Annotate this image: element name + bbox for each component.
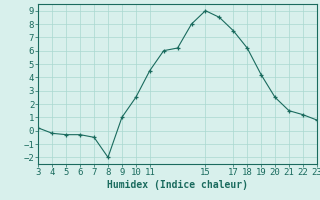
X-axis label: Humidex (Indice chaleur): Humidex (Indice chaleur) (107, 180, 248, 190)
